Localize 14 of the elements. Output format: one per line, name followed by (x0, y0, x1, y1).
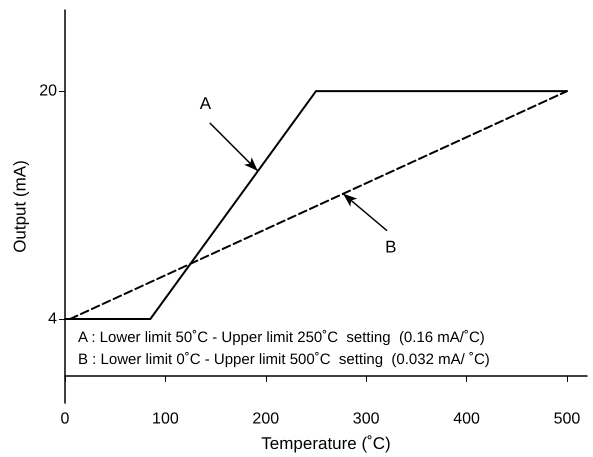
annotation: B : Lower limit 0˚C - Upper limit 500˚C setting (0.032 mA/ ˚C) (78, 351, 490, 368)
x-axis-title: Temperature (˚C) (261, 434, 391, 453)
x-tick-label: 300 (352, 410, 380, 428)
x-tick-label: 100 (152, 410, 179, 428)
annotation: A : Lower limit 50˚C - Upper limit 250˚C setting (0.16 mA/˚C) (78, 329, 485, 346)
annotation: B (385, 238, 396, 257)
x-tick-label: 200 (252, 410, 280, 428)
x-tick-label: 400 (453, 410, 480, 428)
annotation: A (200, 94, 212, 113)
y-axis-title: Output (mA) (10, 160, 30, 253)
y-tick-label: 20 (39, 82, 58, 100)
x-tick-label: 0 (60, 410, 70, 428)
x-tick-label: 500 (554, 410, 580, 428)
y-tick-label: 4 (48, 310, 58, 328)
